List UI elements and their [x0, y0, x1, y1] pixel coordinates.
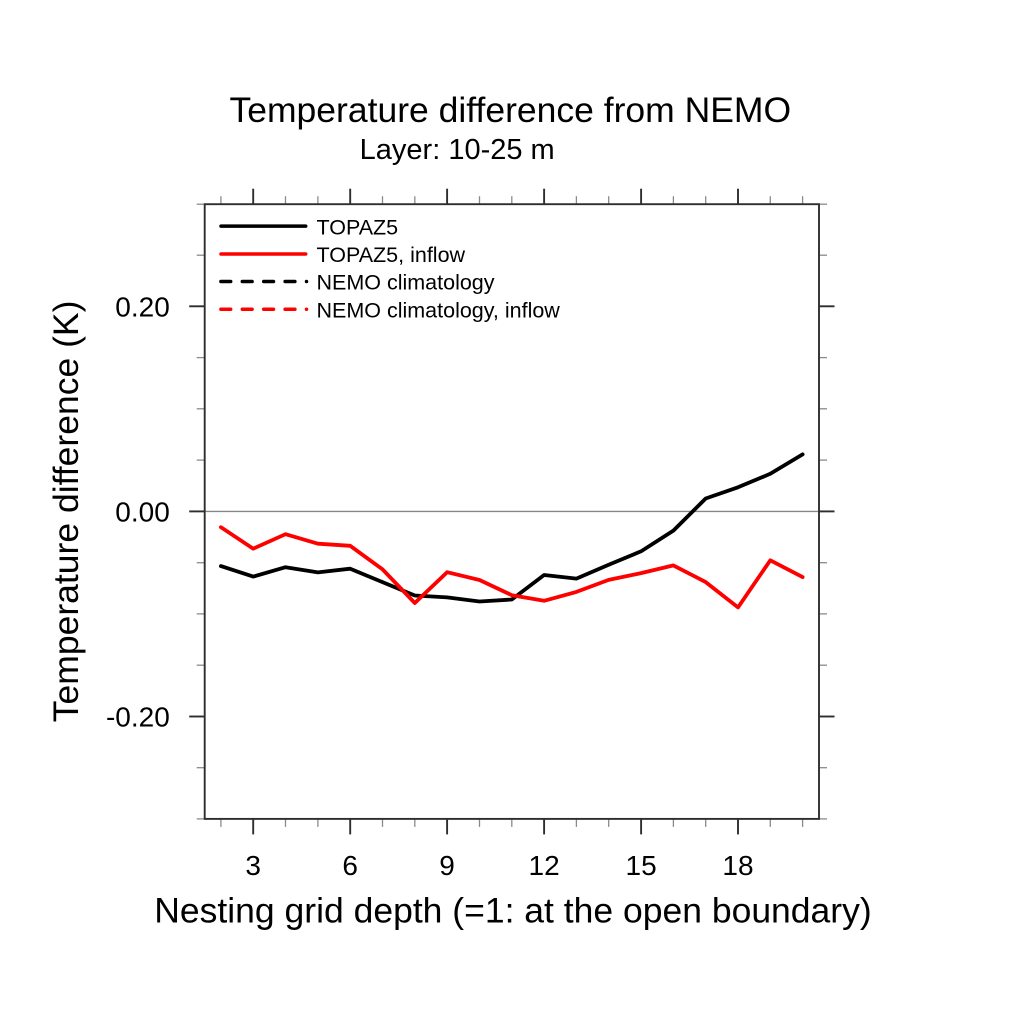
svg-text:Nesting grid depth (=1: at the: Nesting grid depth (=1: at the open boun… — [154, 890, 871, 930]
svg-text:Temperature difference from NE: Temperature difference from NEMO — [229, 90, 791, 130]
svg-text:6: 6 — [342, 850, 358, 881]
svg-text:3: 3 — [245, 850, 261, 881]
svg-text:18: 18 — [722, 850, 753, 881]
svg-text:TOPAZ5, inflow: TOPAZ5, inflow — [317, 243, 466, 267]
svg-text:0.20: 0.20 — [115, 291, 170, 322]
svg-text:9: 9 — [439, 850, 455, 881]
svg-text:TOPAZ5: TOPAZ5 — [317, 215, 399, 239]
svg-text:NEMO climatology: NEMO climatology — [317, 271, 495, 295]
svg-text:Layer: 10-25 m: Layer: 10-25 m — [360, 134, 555, 166]
svg-text:Temperature difference (K): Temperature difference (K) — [46, 301, 86, 723]
svg-text:-0.20: -0.20 — [106, 702, 170, 733]
svg-text:15: 15 — [626, 850, 657, 881]
svg-text:NEMO climatology, inflow: NEMO climatology, inflow — [317, 298, 561, 322]
svg-text:0.00: 0.00 — [115, 497, 170, 528]
svg-text:12: 12 — [529, 850, 560, 881]
